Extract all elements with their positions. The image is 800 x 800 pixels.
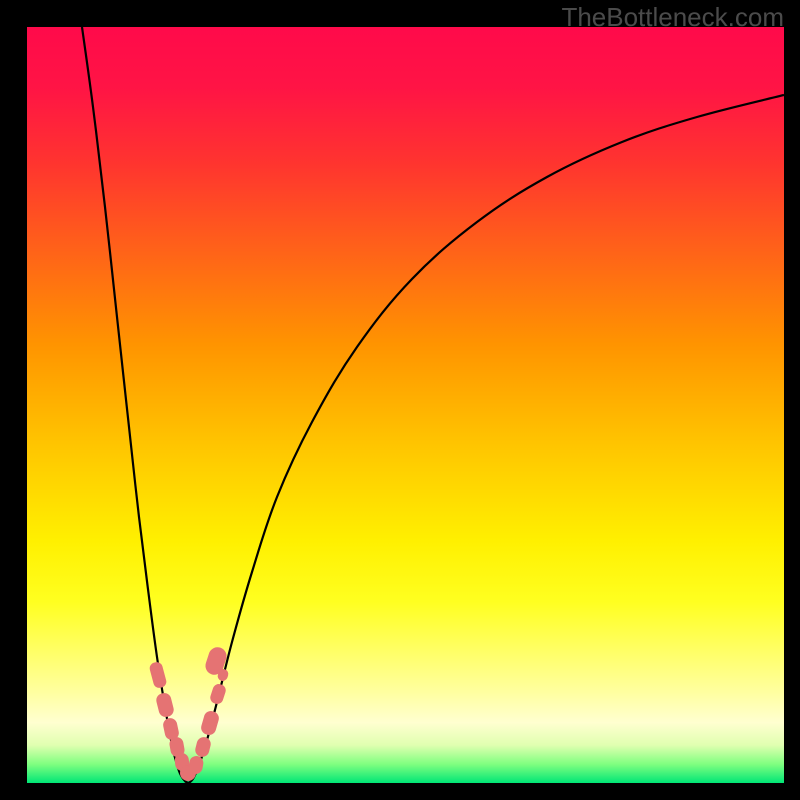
plot-svg bbox=[27, 27, 784, 783]
data-marker bbox=[209, 682, 228, 705]
data-marker bbox=[194, 736, 212, 759]
curve-right-branch bbox=[189, 95, 784, 783]
data-marker bbox=[148, 661, 167, 689]
watermark-text: TheBottleneck.com bbox=[561, 2, 784, 33]
curve-left-branch bbox=[82, 27, 189, 783]
chart-stage: TheBottleneck.com bbox=[0, 0, 800, 800]
data-marker bbox=[155, 692, 175, 719]
plot-area bbox=[27, 27, 784, 783]
data-marker bbox=[199, 709, 220, 736]
